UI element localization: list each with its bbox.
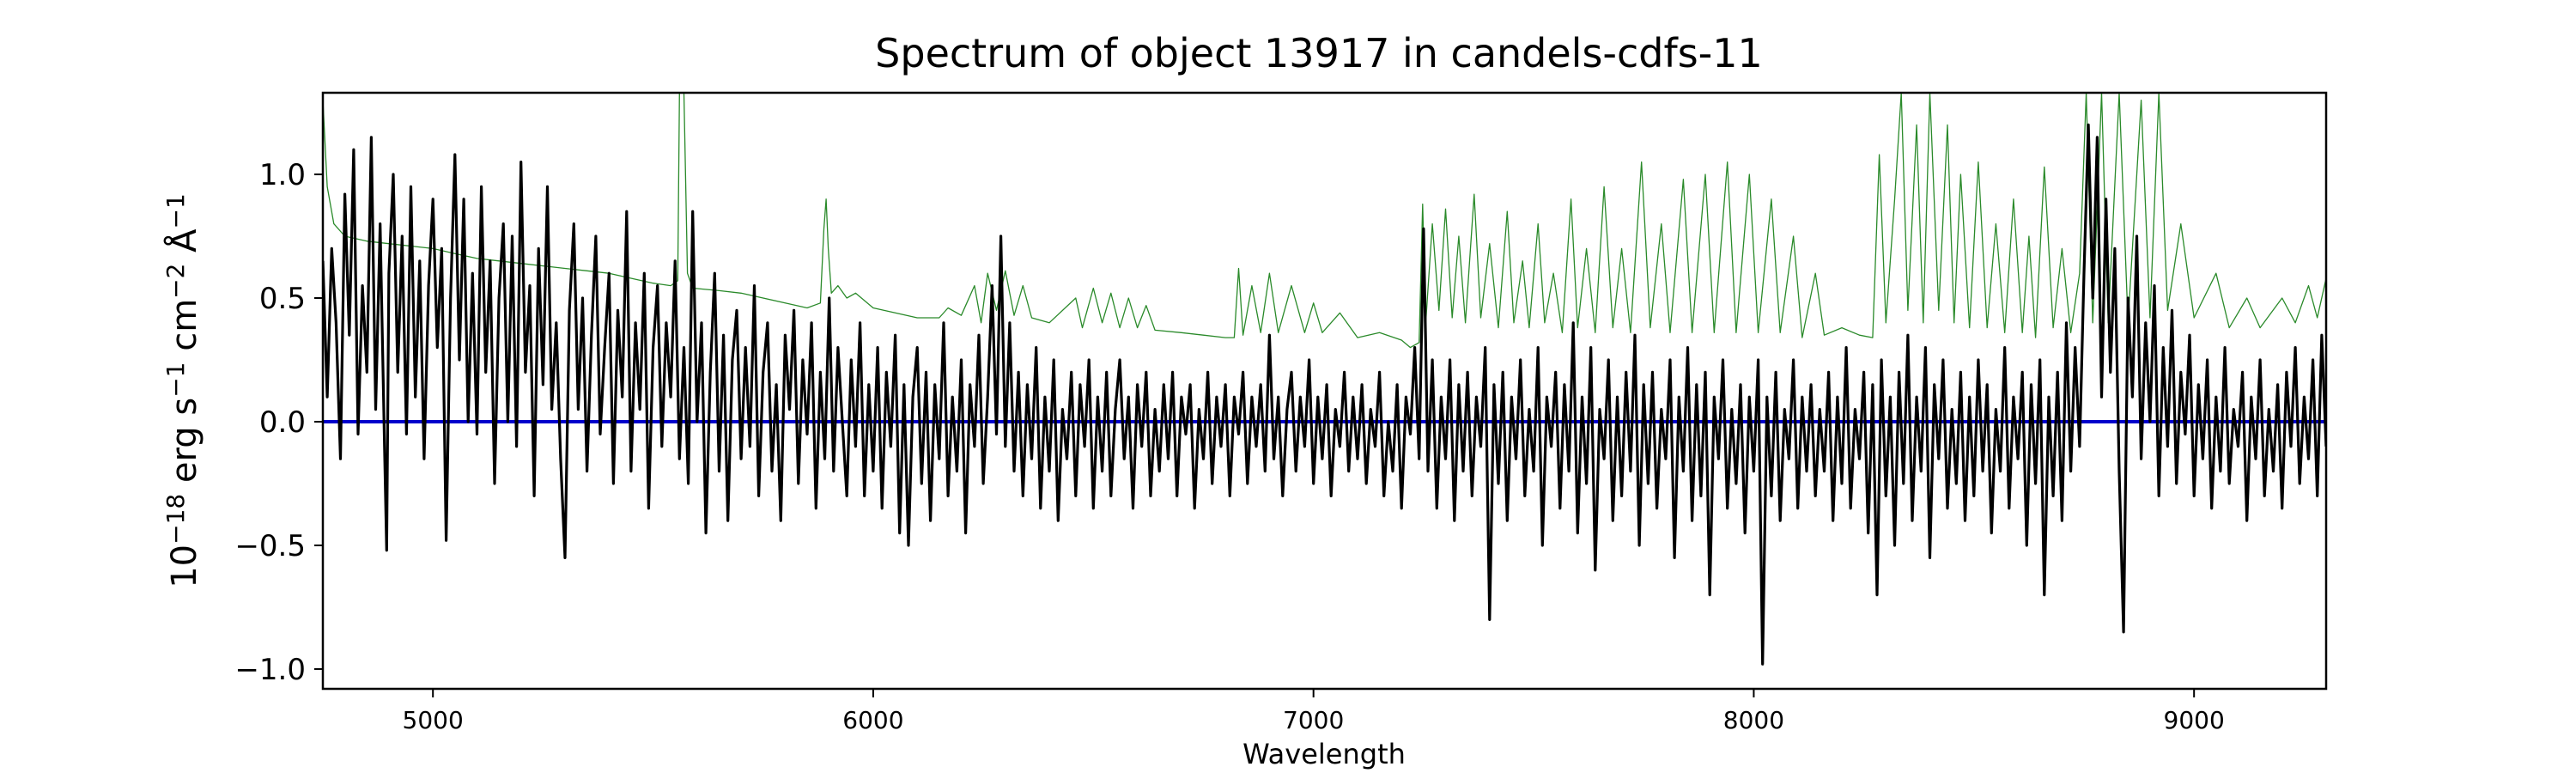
x-axis-label: Wavelength [1242,738,1406,770]
y-tick-label: −0.5 [234,529,306,563]
x-tick-label: 8000 [1723,706,1784,734]
x-tick-label: 9000 [2164,706,2225,734]
series-layer [323,93,2326,666]
y-axis: −1.0 −0.5 0.0 0.5 1.0 [234,158,323,687]
x-tick-label: 7000 [1283,706,1344,734]
model-spectrum-line [323,93,2326,349]
plot-frame [321,91,2328,691]
y-tick-label: 0.5 [259,282,306,316]
y-label-base: 10 [165,545,204,588]
x-axis: 5000 6000 7000 8000 9000 [403,689,2225,734]
y-axis-label: 10−18 erg s−1 cm−2 Å−1 [161,193,204,588]
y-tick-label: 0.0 [259,405,306,440]
y-tick-label: 1.0 [259,158,306,192]
x-tick-label: 6000 [842,706,903,734]
plot-area [321,91,2328,691]
x-tick-label: 5000 [403,706,464,734]
y-label-exp1: −18 [161,494,190,545]
y-label-exp2: −1 [161,362,190,398]
y-label-exp3: −2 [161,264,190,299]
chart-title: Spectrum of object 13917 in candels-cdfs… [875,30,1763,76]
y-label-exp4: −1 [161,193,190,228]
y-label-text1: erg s [165,398,204,494]
y-label-text3: Å [163,228,204,264]
y-tick-label: −1.0 [234,653,306,687]
y-label-text2: cm [165,299,204,362]
observed-spectrum-line [323,123,2326,666]
